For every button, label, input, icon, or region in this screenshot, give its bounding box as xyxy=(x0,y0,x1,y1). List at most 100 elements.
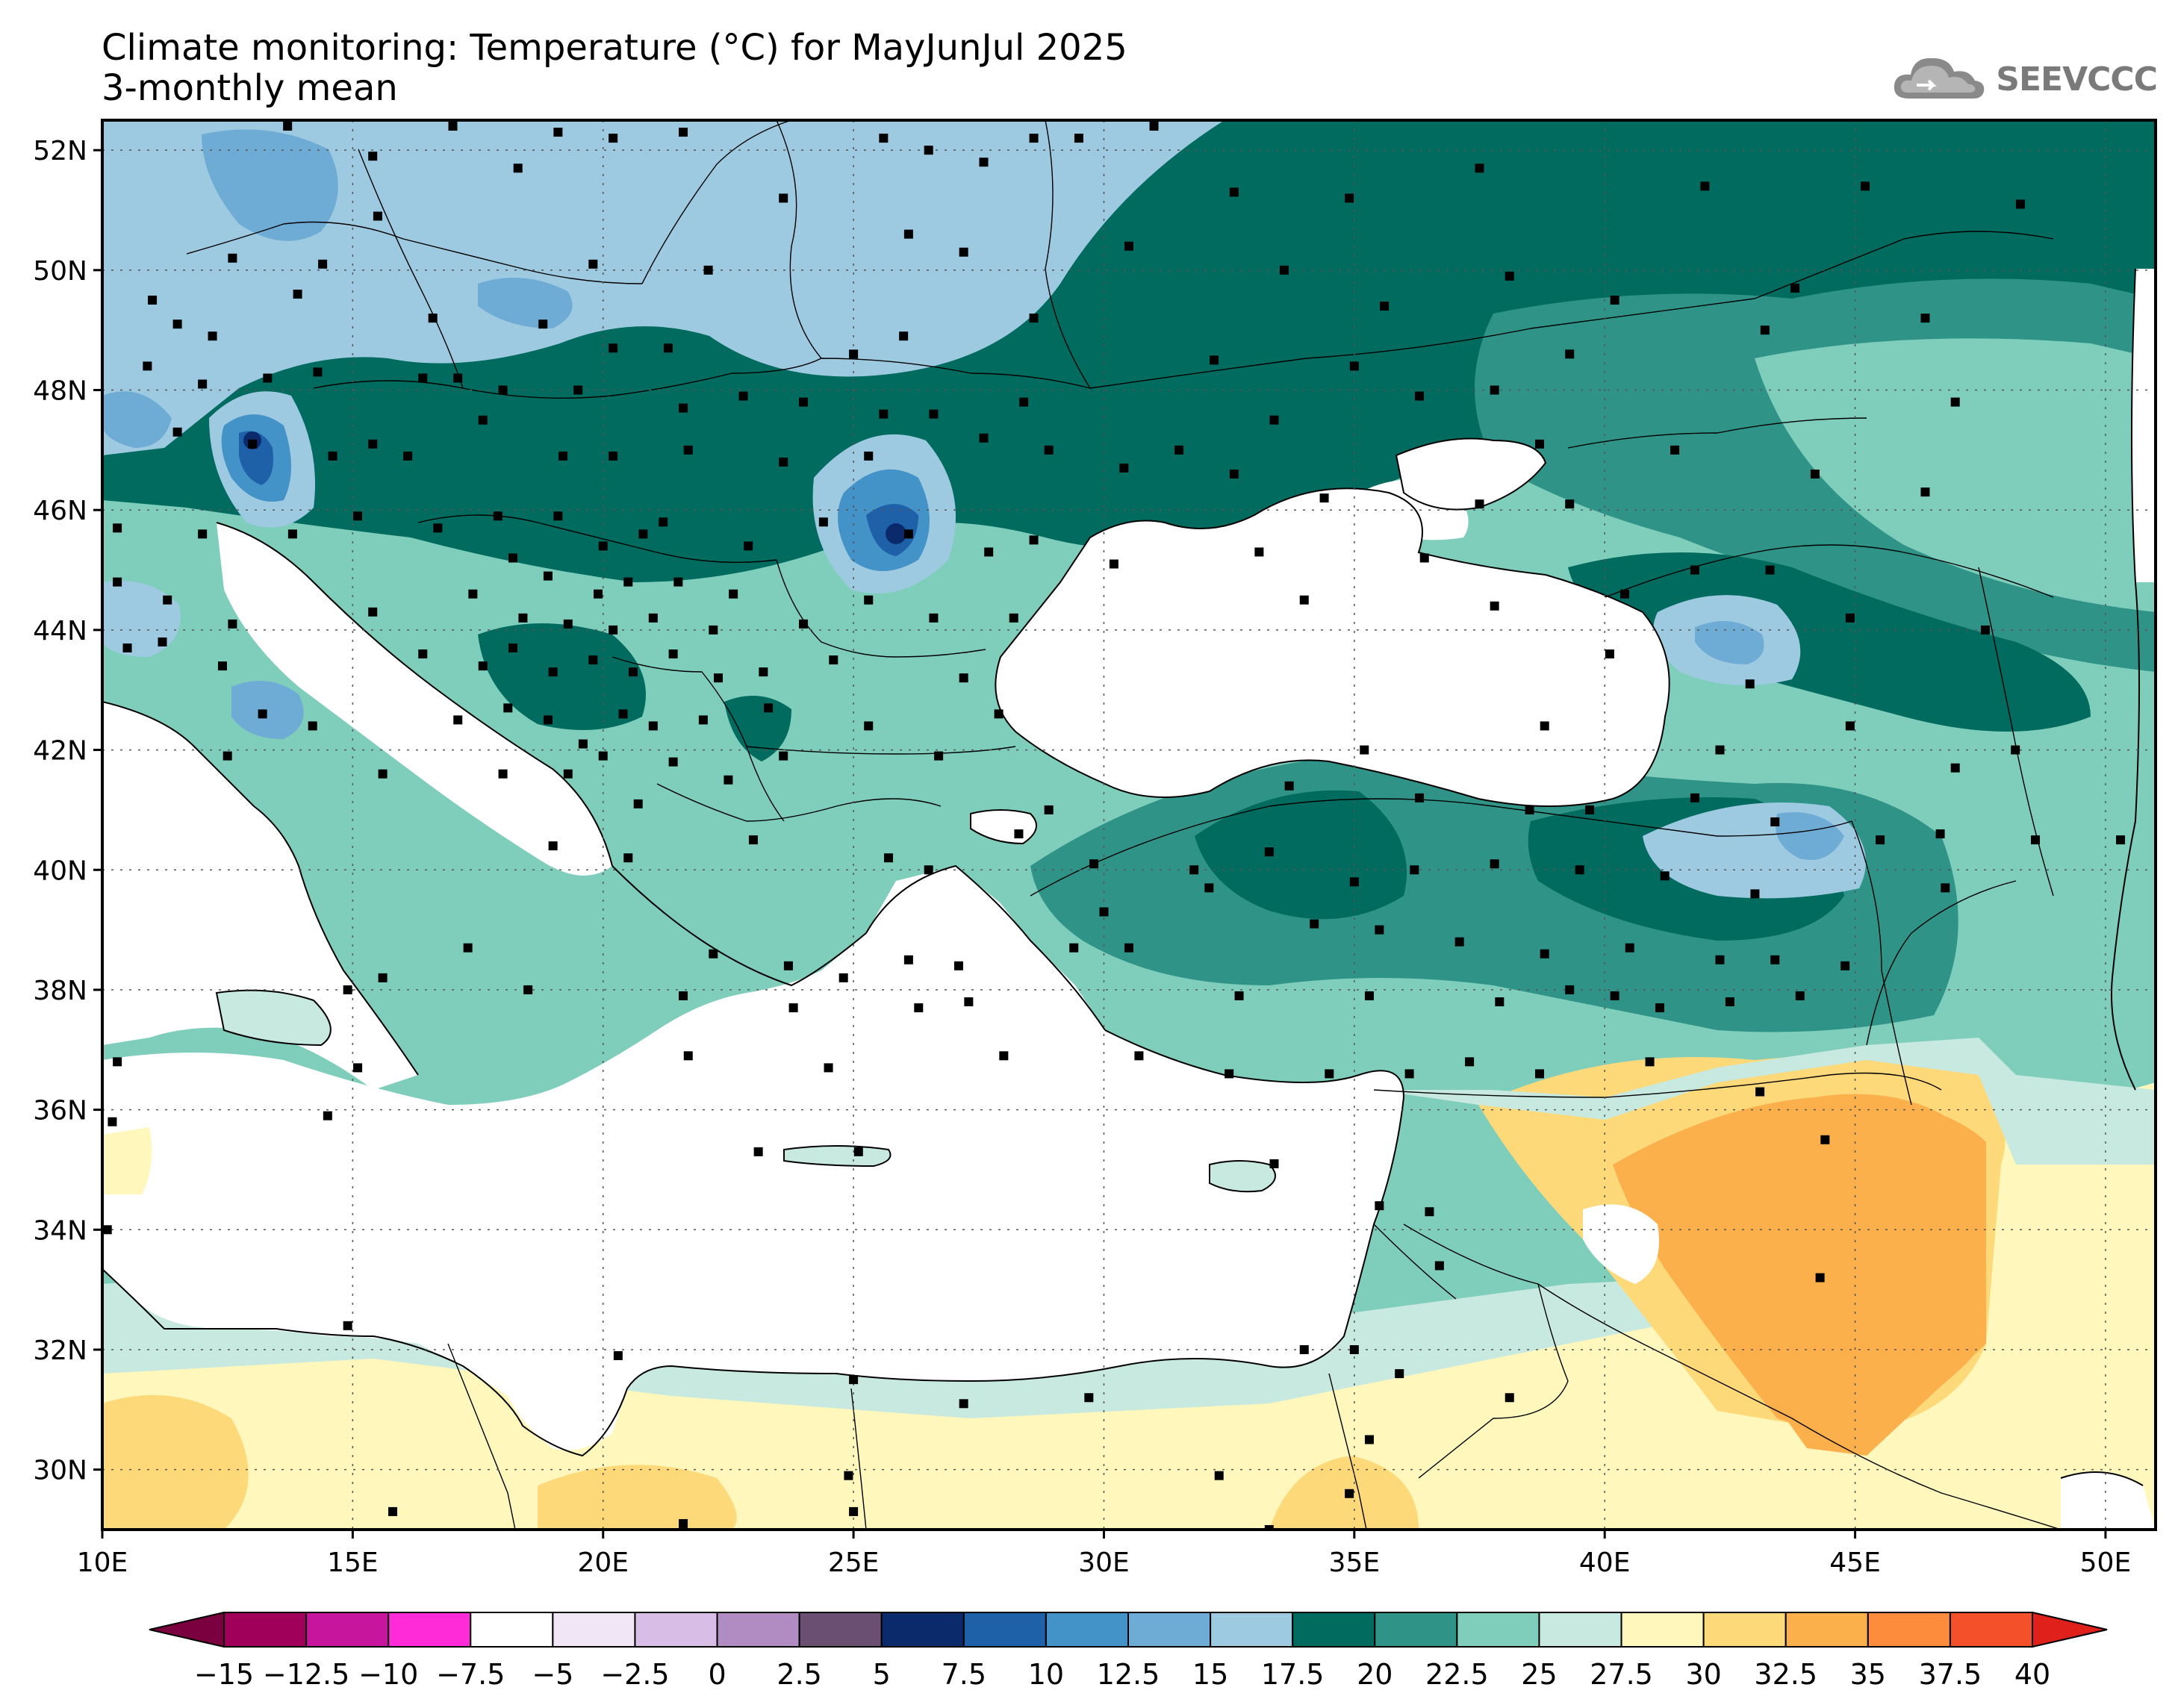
station-marker xyxy=(1535,439,1544,449)
station-marker xyxy=(172,320,182,329)
station-marker xyxy=(468,589,478,599)
station-marker xyxy=(1745,679,1755,689)
station-marker xyxy=(1876,835,1885,845)
station-marker xyxy=(1364,991,1374,1000)
station-marker xyxy=(698,715,708,725)
station-marker xyxy=(709,625,718,635)
station-marker xyxy=(1109,559,1118,569)
station-marker xyxy=(1430,1555,1439,1564)
station-marker xyxy=(1014,829,1024,839)
station-marker xyxy=(1299,1344,1309,1354)
colorbar-swatch xyxy=(1210,1612,1294,1648)
station-marker xyxy=(1620,589,1630,599)
station-marker xyxy=(1755,1087,1765,1097)
station-marker xyxy=(1950,397,1960,407)
station-marker xyxy=(588,259,598,269)
station-marker xyxy=(1299,595,1309,605)
station-marker xyxy=(744,541,753,551)
station-marker xyxy=(553,511,563,521)
station-marker xyxy=(448,122,458,131)
station-marker xyxy=(573,385,583,395)
station-marker xyxy=(1525,805,1534,814)
station-marker xyxy=(914,1003,924,1013)
station-marker xyxy=(1019,397,1029,407)
station-marker xyxy=(594,589,603,599)
station-marker xyxy=(1715,955,1725,964)
colorbar-swatch xyxy=(1949,1612,2034,1648)
colorbar-swatch xyxy=(1292,1612,1376,1648)
station-marker xyxy=(759,667,768,677)
station-marker xyxy=(628,667,638,677)
station-marker xyxy=(618,709,628,719)
map-frame xyxy=(101,119,2157,1531)
station-marker xyxy=(838,973,848,982)
colorbar-label: 25 xyxy=(1521,1658,1557,1691)
station-marker xyxy=(523,985,533,994)
colorbar-swatch xyxy=(1127,1612,1212,1648)
colorbar-label: 5 xyxy=(873,1658,891,1691)
colorbar-swatch xyxy=(552,1612,636,1648)
station-marker xyxy=(783,961,793,970)
station-marker xyxy=(1029,134,1039,143)
station-marker xyxy=(1089,859,1099,869)
station-marker xyxy=(578,739,588,749)
station-marker xyxy=(1920,314,1930,323)
station-marker xyxy=(994,709,1004,719)
station-marker xyxy=(263,373,273,383)
station-marker xyxy=(1415,793,1425,802)
station-marker xyxy=(1505,1393,1514,1403)
lat-tick-label: 40N xyxy=(33,855,87,886)
station-marker xyxy=(558,451,568,461)
station-marker xyxy=(738,391,748,401)
station-marker xyxy=(1425,1207,1434,1217)
colorbar-swatch xyxy=(1456,1612,1540,1648)
station-marker xyxy=(679,128,688,137)
colorbar: −15 −12.5 −10 −7.5 −5 −2.5 0 2.5 5 7.5 10 12.5 15 17.… xyxy=(149,1611,2108,1691)
station-marker xyxy=(1980,625,1990,635)
station-marker xyxy=(143,361,152,371)
station-marker xyxy=(1415,391,1425,401)
station-marker xyxy=(864,595,874,605)
station-marker xyxy=(113,523,122,533)
station-marker xyxy=(428,314,438,323)
station-marker xyxy=(1750,889,1760,899)
colorbar-label: 37.5 xyxy=(1919,1658,1982,1691)
station-marker xyxy=(683,445,693,455)
station-marker xyxy=(433,523,443,533)
colorbar-swatch xyxy=(470,1612,554,1648)
lat-tick-label: 50N xyxy=(33,256,87,287)
colorbar-label: −2.5 xyxy=(600,1658,669,1691)
station-marker xyxy=(1700,181,1710,191)
station-marker xyxy=(1284,781,1294,791)
country-borders xyxy=(186,120,2062,1530)
island-shapes xyxy=(102,989,1276,1194)
station-marker xyxy=(1009,613,1018,623)
station-marker xyxy=(548,667,558,677)
station-marker xyxy=(113,1057,122,1067)
station-marker xyxy=(1840,961,1850,970)
station-marker xyxy=(1404,1069,1414,1079)
station-marker xyxy=(648,721,658,731)
station-marker xyxy=(853,1147,863,1156)
station-marker xyxy=(609,451,618,461)
station-marker xyxy=(1279,265,1289,275)
station-marker xyxy=(1920,487,1930,497)
colorbar-label: 7.5 xyxy=(942,1658,986,1691)
station-marker xyxy=(934,751,944,761)
station-marker xyxy=(1174,445,1184,455)
station-marker xyxy=(1770,817,1780,826)
station-marker xyxy=(1044,445,1054,455)
colorbar-label: 15 xyxy=(1192,1658,1228,1691)
station-marker xyxy=(353,511,363,521)
station-marker xyxy=(518,613,528,623)
station-marker xyxy=(709,949,718,959)
station-marker xyxy=(1410,865,1419,875)
colorbar-swatch xyxy=(1785,1612,1869,1648)
colorbar-label: −7.5 xyxy=(436,1658,505,1691)
station-marker xyxy=(1655,1003,1664,1013)
colorbar-label: −10 xyxy=(358,1658,418,1691)
lat-tick-label: 32N xyxy=(33,1335,87,1366)
station-marker xyxy=(1204,883,1214,893)
station-marker xyxy=(924,146,933,155)
station-marker xyxy=(679,991,688,1000)
